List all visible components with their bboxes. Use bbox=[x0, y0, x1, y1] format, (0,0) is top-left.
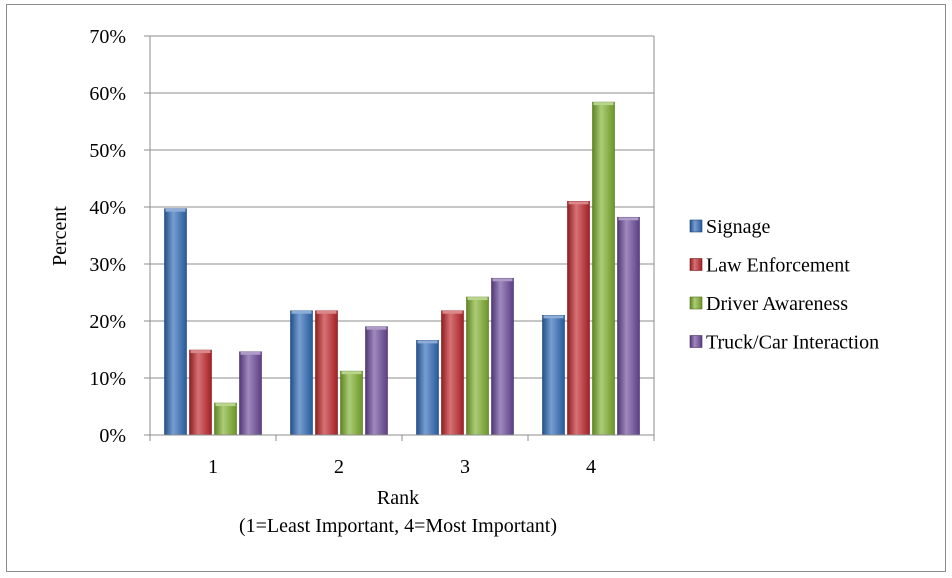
y-tick-label: 60% bbox=[89, 83, 126, 105]
bar-signage-rank-3 bbox=[416, 340, 439, 436]
bar-cap bbox=[618, 217, 639, 221]
legend: Signage Law Enforcement Driver Awareness Tr… bbox=[689, 216, 879, 354]
bar-signage-rank-1 bbox=[164, 208, 187, 436]
y-tick-label: 30% bbox=[89, 254, 126, 276]
x-tick-label: 2 bbox=[334, 456, 344, 478]
y-tick-label: 40% bbox=[89, 197, 126, 219]
x-tick-label: 1 bbox=[208, 456, 218, 478]
y-tick-label: 70% bbox=[89, 26, 126, 48]
bar-cap bbox=[190, 350, 211, 354]
bar-truck-car-interaction-rank-4 bbox=[617, 216, 640, 436]
x-tick-label: 3 bbox=[460, 456, 470, 478]
legend-label: Driver Awareness bbox=[706, 293, 848, 315]
legend-swatch bbox=[689, 335, 703, 348]
y-axis-title: Percent bbox=[49, 206, 71, 266]
axes bbox=[144, 35, 655, 441]
bar-truck-car-interaction-rank-2 bbox=[365, 326, 388, 436]
bar-cap bbox=[442, 310, 463, 314]
y-tick-label: 10% bbox=[89, 368, 126, 390]
bar-cap bbox=[215, 403, 236, 407]
bar-law-enforcement-rank-1 bbox=[189, 349, 212, 436]
chart-frame bbox=[6, 4, 946, 572]
x-tick-label: 4 bbox=[586, 456, 596, 478]
bar-cap bbox=[417, 340, 438, 344]
bar-driver-awareness-rank-3 bbox=[466, 296, 489, 436]
bar-cap bbox=[366, 326, 387, 330]
bar-cap bbox=[291, 310, 312, 314]
bar-cap bbox=[165, 208, 186, 212]
bars bbox=[164, 101, 640, 436]
bar-cap bbox=[568, 201, 589, 205]
bar-cap bbox=[316, 310, 337, 314]
x-axis-title: Rank bbox=[377, 487, 419, 509]
legend-swatch bbox=[689, 296, 703, 310]
bar-driver-awareness-rank-2 bbox=[340, 370, 363, 436]
bar-signage-rank-4 bbox=[542, 314, 565, 436]
legend-label: Signage bbox=[706, 216, 771, 238]
bar-driver-awareness-rank-4 bbox=[592, 101, 615, 436]
legend-swatch bbox=[689, 258, 703, 271]
bar-cap bbox=[341, 371, 362, 375]
bar-cap bbox=[467, 297, 488, 301]
legend-label: Law Enforcement bbox=[706, 255, 850, 277]
bar-truck-car-interaction-rank-3 bbox=[491, 277, 514, 436]
x-axis-subtitle: (1=Least Important, 4=Most Important) bbox=[239, 515, 557, 537]
bar-truck-car-interaction-rank-1 bbox=[239, 351, 262, 436]
bar-cap bbox=[543, 315, 564, 319]
y-tick-label: 20% bbox=[89, 311, 126, 333]
x-tick-labels: 1 2 3 4 bbox=[208, 456, 596, 478]
y-tick-labels: 0% 10% 20% 30% 40% 50% 60% 70% bbox=[89, 26, 126, 447]
bar-law-enforcement-rank-2 bbox=[315, 310, 338, 436]
y-tick-label: 50% bbox=[89, 140, 126, 162]
bar-driver-awareness-rank-1 bbox=[214, 402, 237, 436]
bar-law-enforcement-rank-4 bbox=[567, 201, 590, 436]
bar-law-enforcement-rank-3 bbox=[441, 310, 464, 436]
bar-signage-rank-2 bbox=[290, 310, 313, 436]
y-tick-label: 0% bbox=[99, 425, 126, 447]
bar-cap bbox=[240, 351, 261, 355]
legend-swatch bbox=[689, 219, 703, 233]
bar-cap bbox=[593, 102, 614, 106]
legend-label: Truck/Car Interaction bbox=[706, 332, 879, 354]
bar-cap bbox=[492, 278, 513, 282]
